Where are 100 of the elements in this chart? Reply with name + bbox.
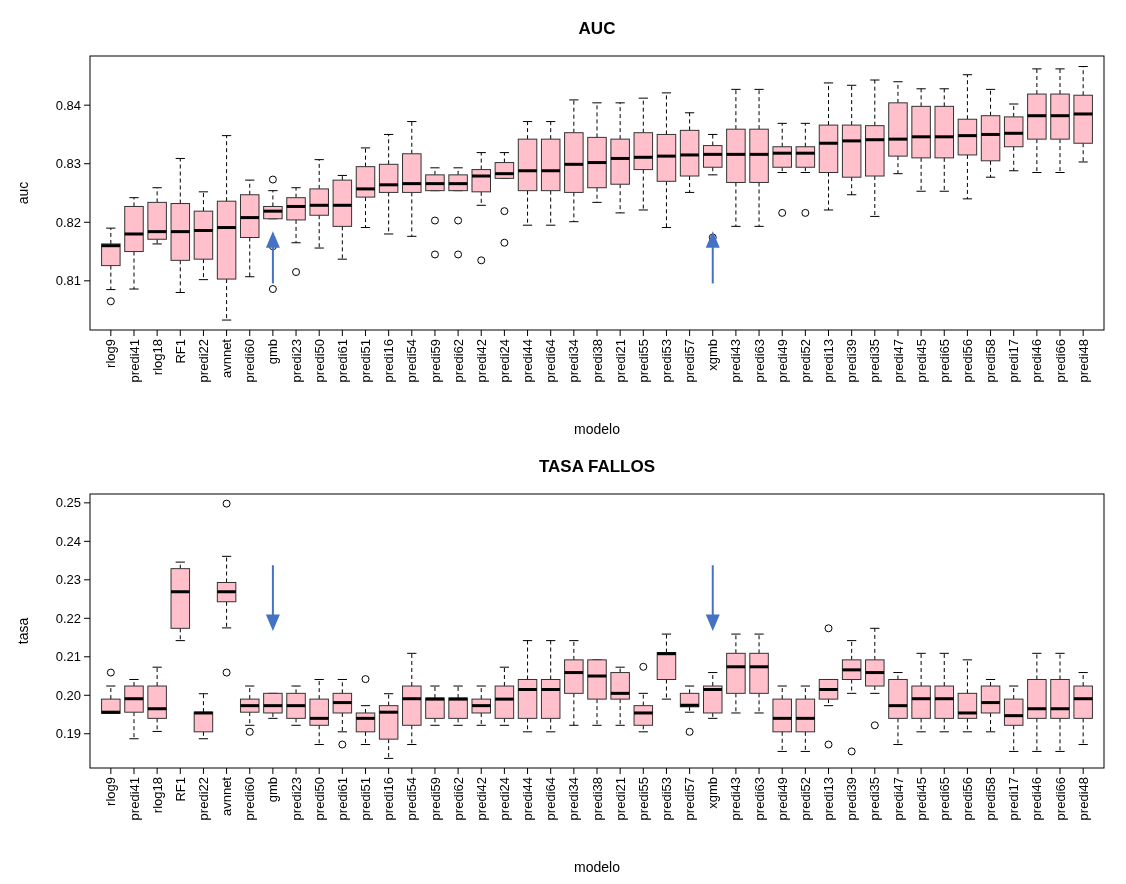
x-tick-label: predi60 <box>242 777 258 821</box>
x-tick-label: predi56 <box>959 777 975 821</box>
x-tick-label: predi16 <box>381 777 397 821</box>
x-tick-label: predi55 <box>635 777 651 821</box>
x-tick-label: rlog18 <box>149 339 165 376</box>
x-tick-label: predi17 <box>1006 339 1022 383</box>
x-tick-label: predi53 <box>659 777 674 821</box>
x-tick-label: predi64 <box>543 777 559 821</box>
x-tick-label: predi13 <box>821 339 837 383</box>
x-tick-label: predi13 <box>821 777 837 821</box>
x-tick-label: predi61 <box>334 777 350 821</box>
y-tick-label: 0.21 <box>55 649 81 665</box>
chart-title: AUC <box>578 19 616 38</box>
x-tick-label: predi42 <box>473 339 489 383</box>
y-tick-label: 0.25 <box>55 495 81 511</box>
x-tick-label: predi52 <box>797 339 813 383</box>
y-tick-label: 0.19 <box>55 726 81 742</box>
x-tick-label: predi66 <box>1052 339 1068 383</box>
x-tick-label: predi34 <box>566 339 582 383</box>
y-tick-label: 0.23 <box>55 572 81 588</box>
x-tick-label: predi35 <box>867 339 883 383</box>
x-tick-label: predi54 <box>404 339 420 383</box>
x-tick-label: predi17 <box>1006 777 1022 821</box>
x-tick-label: predi21 <box>612 339 628 383</box>
x-tick-label: predi57 <box>682 777 698 821</box>
x-tick-label: predi49 <box>774 339 790 383</box>
x-tick-label: predi65 <box>936 339 952 383</box>
x-tick-label: avnnet <box>219 776 235 817</box>
x-tick-label: predi43 <box>728 777 744 821</box>
x-tick-label: predi52 <box>797 777 813 821</box>
x-tick-label: predi57 <box>682 339 698 383</box>
y-tick-label: 0.83 <box>55 156 81 172</box>
x-tick-label: predi24 <box>496 339 512 383</box>
x-tick-label: predi48 <box>1075 339 1091 383</box>
x-tick-label: RF1 <box>172 339 188 364</box>
x-tick-label: predi65 <box>936 777 952 821</box>
x-tick-label: gmb <box>265 777 281 803</box>
x-tick-label: predi59 <box>427 339 443 383</box>
x-tick-label: predi50 <box>311 777 327 821</box>
x-tick-label: predi64 <box>543 339 559 383</box>
x-tick-label: predi62 <box>450 777 466 821</box>
x-tick-label: predi46 <box>1029 339 1045 383</box>
x-tick-label: predi41 <box>126 339 142 383</box>
x-tick-label: predi54 <box>404 777 420 821</box>
x-tick-label: avnnet <box>219 338 235 379</box>
x-tick-label: predi60 <box>242 339 258 383</box>
x-tick-label: predi41 <box>126 777 142 821</box>
x-tick-label: predi46 <box>1029 777 1045 821</box>
y-tick-label: 0.24 <box>55 533 81 549</box>
x-tick-label: rlog9 <box>103 777 119 806</box>
x-tick-label: predi55 <box>635 339 651 383</box>
x-tick-label: predi38 <box>589 777 605 821</box>
x-tick-label: predi23 <box>288 777 304 821</box>
x-tick-label: predi63 <box>751 339 767 383</box>
x-tick-label: predi38 <box>589 339 605 383</box>
x-tick-label: predi42 <box>473 777 489 821</box>
x-tick-label: predi63 <box>751 777 767 821</box>
x-tick-label: gmb <box>265 339 281 365</box>
x-tick-label: predi21 <box>612 777 628 821</box>
x-tick-label: predi50 <box>311 339 327 383</box>
x-tick-label: predi39 <box>844 777 860 821</box>
x-tick-label: predi51 <box>358 339 374 383</box>
x-tick-label: predi44 <box>520 777 536 821</box>
x-tick-label: rlog18 <box>149 777 165 814</box>
x-tick-label: predi24 <box>496 777 512 821</box>
x-tick-label: predi45 <box>913 339 929 383</box>
x-tick-label: predi22 <box>195 777 211 821</box>
x-tick-label: predi58 <box>983 777 999 821</box>
x-tick-label: predi23 <box>288 339 304 383</box>
x-tick-label: xgmb <box>705 339 721 371</box>
x-tick-label: predi51 <box>358 777 374 821</box>
x-tick-label: predi34 <box>566 777 582 821</box>
x-tick-label: predi45 <box>913 777 929 821</box>
y-axis-title: auc <box>15 181 31 205</box>
x-tick-label: predi49 <box>774 777 790 821</box>
y-tick-label: 0.81 <box>55 273 81 289</box>
x-axis-title: modelo <box>574 421 621 437</box>
x-tick-label: predi61 <box>334 339 350 383</box>
x-tick-label: rlog9 <box>103 339 119 368</box>
x-tick-label: predi35 <box>867 777 883 821</box>
x-tick-label: predi56 <box>959 339 975 383</box>
x-tick-label: predi58 <box>983 339 999 383</box>
y-axis-title: tasa <box>15 617 31 645</box>
x-tick-label: predi44 <box>520 339 536 383</box>
y-tick-label: 0.84 <box>55 97 81 113</box>
y-tick-label: 0.22 <box>55 610 81 626</box>
x-tick-label: predi62 <box>450 339 466 383</box>
x-tick-label: predi43 <box>728 339 744 383</box>
x-tick-label: predi47 <box>890 339 906 383</box>
y-tick-label: 0.82 <box>55 214 81 230</box>
x-tick-label: RF1 <box>172 777 188 802</box>
x-tick-label: predi53 <box>659 339 674 383</box>
x-tick-label: xgmb <box>705 777 721 809</box>
x-tick-label: predi16 <box>381 339 397 383</box>
x-tick-label: predi22 <box>195 339 211 383</box>
x-axis-title: modelo <box>574 859 621 875</box>
x-tick-label: predi66 <box>1052 777 1068 821</box>
chart-title: TASA FALLOS <box>538 457 656 476</box>
x-tick-label: predi48 <box>1075 777 1091 821</box>
x-tick-label: predi59 <box>427 777 443 821</box>
